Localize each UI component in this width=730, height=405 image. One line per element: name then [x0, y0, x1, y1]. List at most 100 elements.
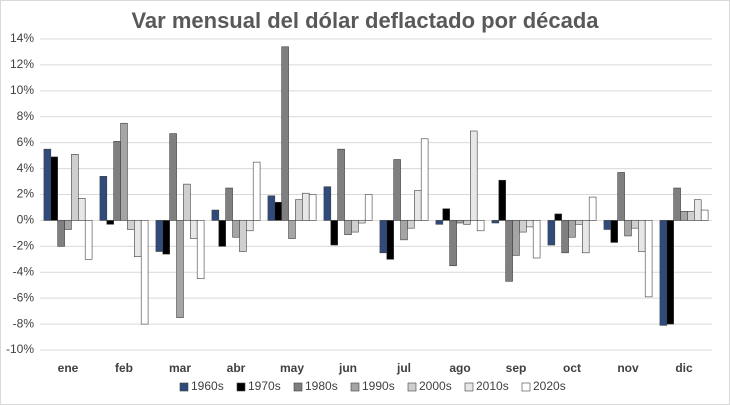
bar [288, 220, 296, 239]
y-tick-label: 0% [17, 213, 35, 227]
y-tick-label: 8% [17, 109, 35, 123]
bar [547, 220, 556, 246]
legend-swatch [350, 382, 360, 392]
bar [308, 194, 317, 221]
bar [386, 220, 394, 260]
legend-swatch [407, 382, 417, 392]
bar [393, 159, 401, 221]
bar [680, 211, 688, 221]
bar [659, 220, 668, 326]
bar [603, 220, 612, 230]
bar [435, 220, 444, 225]
y-tick-label: -2% [13, 239, 35, 253]
bar [456, 220, 464, 224]
bar [50, 156, 58, 221]
bar [442, 208, 450, 221]
bar [99, 176, 108, 221]
bar [554, 213, 562, 221]
bar [134, 220, 142, 258]
bar [694, 199, 702, 221]
bar [127, 220, 135, 230]
chart-title: Var mensual del dólar deflactado por déc… [131, 8, 599, 33]
bar [512, 220, 520, 256]
bar [358, 220, 366, 224]
bar [519, 220, 527, 233]
bar [526, 220, 534, 228]
y-tick-label: -6% [13, 290, 35, 304]
bar [498, 179, 506, 221]
bar [252, 161, 261, 221]
legend-label: 1990s [362, 379, 395, 393]
bar [491, 220, 500, 224]
bar [400, 220, 408, 241]
bar [246, 220, 254, 232]
bar [43, 148, 52, 221]
bar [379, 220, 388, 254]
bar [351, 220, 359, 233]
bar [84, 220, 93, 260]
x-tick-label: nov [617, 361, 639, 375]
x-tick-label: dic [675, 361, 693, 375]
bar [196, 220, 205, 280]
bar [610, 220, 618, 243]
y-tick-label: 10% [10, 83, 34, 97]
bar [120, 122, 128, 221]
legend-label: 2020s [533, 379, 566, 393]
y-tick-label: 4% [17, 161, 35, 175]
legend-label: 2000s [419, 379, 452, 393]
bar [476, 220, 485, 232]
legend-label: 1970s [248, 379, 281, 393]
bar [302, 192, 310, 221]
legend-label: 1960s [191, 379, 224, 393]
x-tick-label: sep [506, 361, 527, 375]
bar [225, 187, 233, 221]
bar [666, 220, 674, 325]
bar [211, 209, 220, 221]
bar [295, 199, 303, 221]
legend-swatch [293, 382, 303, 392]
legend-label: 1980s [305, 379, 338, 393]
x-tick-label: oct [563, 361, 581, 375]
x-tick-label: abr [227, 361, 246, 375]
bar [190, 220, 198, 239]
legend-label: 2010s [476, 379, 509, 393]
bar [176, 220, 184, 318]
bar [631, 220, 639, 229]
x-tick-label: mar [169, 361, 191, 375]
y-tick-label: -8% [13, 316, 35, 330]
bar [57, 220, 65, 247]
x-tick-label: jul [396, 361, 411, 375]
bar [267, 195, 276, 221]
x-tick-label: ago [449, 361, 470, 375]
bar [470, 130, 478, 221]
bar [239, 220, 247, 252]
bar [155, 220, 164, 252]
bar [414, 190, 422, 221]
y-tick-label: 6% [17, 135, 35, 149]
bar [113, 141, 121, 221]
bar [183, 183, 191, 221]
y-tick-label: -10% [6, 342, 34, 356]
legend-swatch [521, 382, 531, 392]
bar [568, 220, 576, 238]
bar [323, 186, 332, 221]
x-tick-label: jun [338, 361, 357, 375]
bar [644, 220, 653, 298]
bar [638, 220, 646, 252]
legend-swatch [464, 382, 474, 392]
bar [337, 148, 345, 221]
bar [140, 220, 149, 325]
y-tick-label: 12% [10, 57, 34, 71]
bar [78, 198, 86, 221]
bar [588, 196, 597, 221]
bar [162, 220, 170, 255]
bar [218, 220, 226, 247]
bar [330, 220, 338, 246]
bar [449, 220, 457, 267]
bar [561, 220, 569, 254]
bar [582, 220, 590, 254]
y-tick-label: -4% [13, 264, 35, 278]
bar [169, 133, 177, 221]
bar [687, 211, 695, 221]
